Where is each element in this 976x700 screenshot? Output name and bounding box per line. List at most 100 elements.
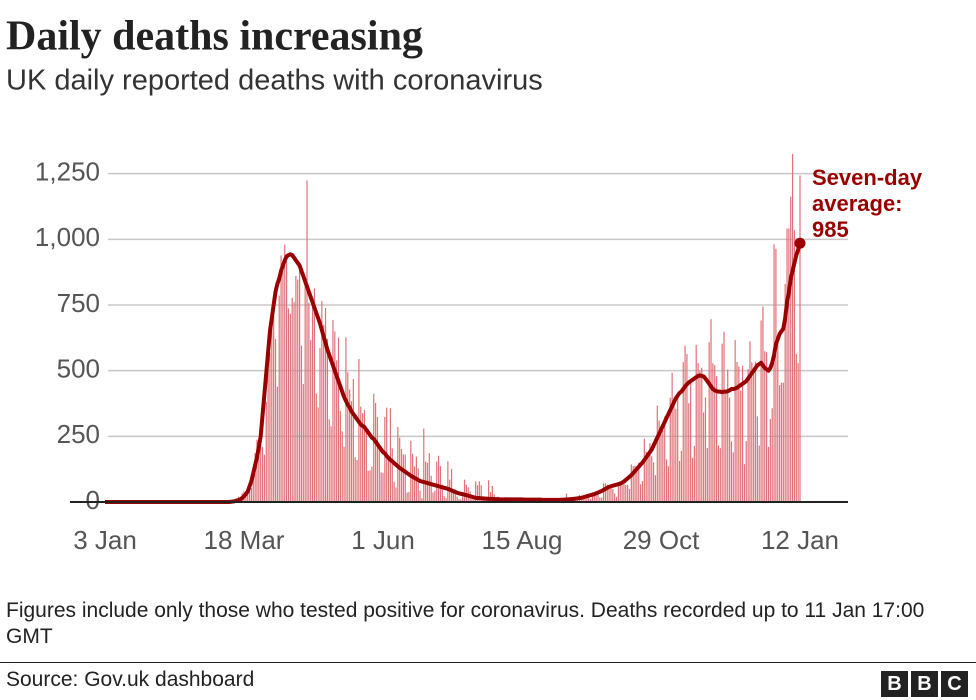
- y-tick-label: 750: [57, 288, 100, 318]
- bar: [250, 487, 253, 502]
- bar: [734, 340, 736, 502]
- bar: [712, 363, 714, 502]
- bar: [782, 382, 784, 502]
- bar: [667, 466, 670, 502]
- bar: [324, 307, 327, 502]
- bar: [265, 401, 267, 502]
- bar: [463, 479, 466, 502]
- bar: [660, 428, 662, 502]
- bar: [419, 490, 421, 502]
- bar: [717, 445, 720, 502]
- bar: [614, 493, 616, 502]
- bar: [641, 480, 644, 502]
- y-tick-label: 1,250: [35, 157, 100, 187]
- bar: [458, 499, 460, 502]
- bar: [791, 153, 794, 502]
- x-tick-label: 12 Jan: [761, 525, 839, 555]
- bar: [402, 454, 404, 502]
- end-dot: [794, 237, 806, 249]
- bar: [636, 466, 638, 502]
- bar: [690, 380, 692, 502]
- bar: [334, 331, 336, 502]
- bar: [382, 472, 384, 502]
- bar: [677, 393, 679, 502]
- bar: [432, 492, 434, 502]
- bar: [471, 499, 473, 502]
- bar: [287, 308, 290, 502]
- bar: [645, 451, 647, 502]
- bar: [779, 385, 781, 502]
- bar: [630, 464, 632, 502]
- bar: [764, 351, 766, 502]
- bar: [680, 451, 682, 502]
- bar: [675, 408, 677, 502]
- bar: [695, 344, 697, 502]
- bar: [371, 466, 373, 502]
- bar: [258, 454, 260, 502]
- chart-title: Daily deaths increasing: [6, 14, 423, 60]
- y-tick-label: 1,000: [35, 222, 100, 252]
- bar: [760, 320, 762, 502]
- bar: [347, 372, 349, 502]
- bar: [766, 352, 768, 502]
- bar: [784, 283, 786, 502]
- logo-letter: B: [881, 671, 908, 697]
- bar: [780, 382, 783, 502]
- bar: [716, 376, 718, 502]
- bar: [400, 448, 403, 502]
- y-tick-label: 250: [57, 419, 100, 449]
- bar: [417, 468, 419, 502]
- bar: [686, 354, 688, 502]
- bar: [330, 426, 332, 502]
- bar: [738, 366, 740, 502]
- bar: [332, 319, 334, 502]
- bar: [767, 446, 770, 502]
- chart-subtitle: UK daily reported deaths with coronaviru…: [6, 65, 543, 97]
- bar: [263, 454, 265, 502]
- bar: [790, 196, 792, 502]
- bar: [267, 354, 269, 502]
- bar: [688, 403, 690, 502]
- bar: [260, 433, 262, 502]
- bar: [723, 331, 725, 502]
- logo: B B C: [881, 671, 968, 697]
- bar: [747, 369, 749, 502]
- bar: [488, 480, 490, 502]
- bar: [274, 338, 277, 502]
- bar: [341, 431, 343, 502]
- bar: [252, 479, 254, 502]
- bar: [793, 230, 796, 503]
- bar: [634, 465, 636, 502]
- bar: [273, 316, 275, 502]
- bar: [374, 402, 377, 502]
- bar: [395, 487, 397, 502]
- bar: [271, 322, 273, 502]
- bar: [352, 379, 354, 502]
- bar: [434, 490, 436, 502]
- bar: [619, 483, 621, 502]
- bar: [462, 492, 464, 502]
- bar: [591, 492, 594, 502]
- bar: [652, 462, 655, 502]
- bar: [699, 370, 701, 502]
- bar: [460, 499, 462, 502]
- bar: [443, 496, 445, 502]
- bar: [615, 497, 618, 502]
- bar: [413, 466, 416, 502]
- bar: [430, 475, 432, 502]
- bar: [751, 362, 753, 502]
- bar: [293, 302, 295, 502]
- bar: [373, 393, 375, 502]
- bar: [354, 457, 356, 502]
- bar: [480, 485, 482, 502]
- bar: [602, 483, 605, 502]
- bar: [378, 445, 380, 502]
- bar: [673, 402, 675, 502]
- bar: [771, 408, 773, 502]
- bar: [404, 454, 406, 502]
- bar: [297, 279, 299, 502]
- bar: [606, 484, 608, 502]
- bar: [777, 340, 779, 502]
- bar: [697, 363, 699, 502]
